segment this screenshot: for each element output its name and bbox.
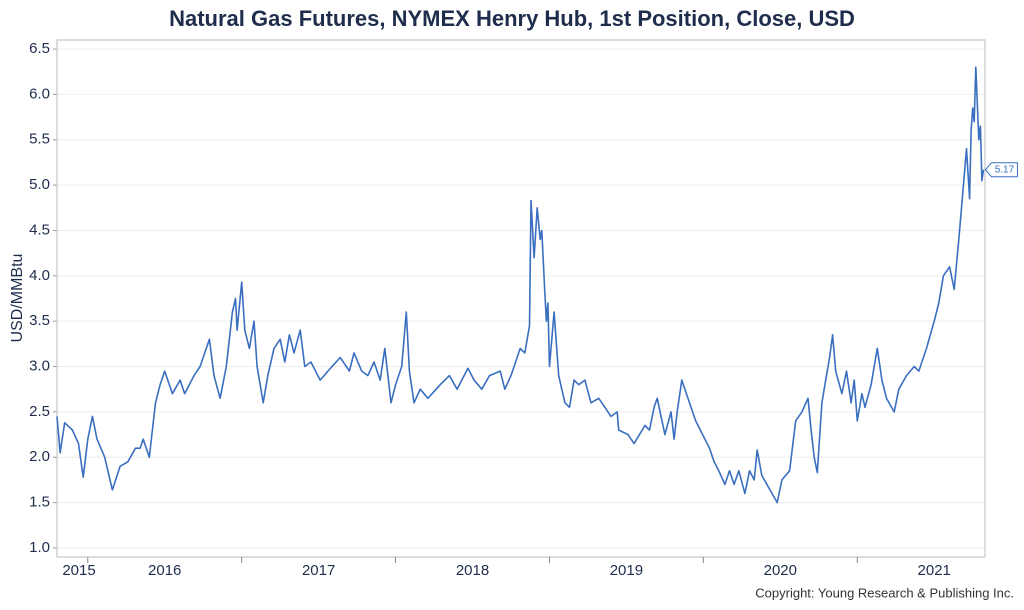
- x-tick-label: 2017: [302, 562, 335, 579]
- series-line: [56, 66, 985, 504]
- chart-title: Natural Gas Futures, NYMEX Henry Hub, 1s…: [169, 6, 855, 31]
- y-tick-label: 4.0: [29, 267, 50, 284]
- y-tick-label: 5.0: [29, 176, 50, 193]
- y-tick-label: 1.5: [29, 494, 50, 511]
- y-tick-label: 2.0: [29, 448, 50, 465]
- y-tick-label: 6.5: [29, 40, 50, 57]
- y-tick-label: 1.0: [29, 539, 50, 556]
- x-tick-label: 2021: [918, 562, 951, 579]
- x-tick-label: 2015: [62, 562, 95, 579]
- x-tick-label: 2019: [610, 562, 643, 579]
- y-tick-label: 2.5: [29, 403, 50, 420]
- last-value-label: 5.17: [995, 164, 1015, 175]
- x-tick-label: 2016: [148, 562, 181, 579]
- x-tick-label: 2020: [764, 562, 797, 579]
- last-value-callout: [984, 162, 1018, 178]
- y-tick-label: 6.0: [29, 85, 50, 102]
- plot-frame: [56, 39, 986, 558]
- y-tick-label: 4.5: [29, 221, 50, 238]
- y-axis-label: USD/MMBtu: [9, 254, 26, 343]
- source: Copyright: Young Research & Publishing I…: [755, 585, 1014, 600]
- y-tick-label: 5.5: [29, 131, 50, 148]
- x-tick-label: 2018: [456, 562, 489, 579]
- y-tick-label: 3.5: [29, 312, 50, 329]
- y-tick-label: 3.0: [29, 357, 50, 374]
